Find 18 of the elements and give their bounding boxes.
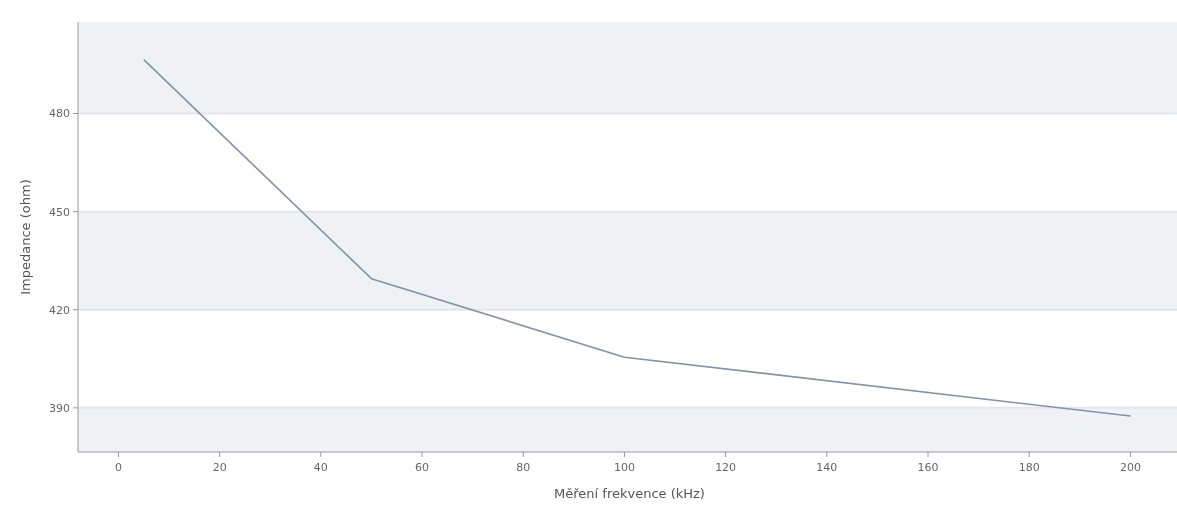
x-tick-label: 120 — [715, 461, 737, 474]
y-tick-label: 480 — [49, 107, 70, 121]
x-tick-label: 180 — [1018, 461, 1040, 474]
x-axis-title: Měření frekvence (kHz) — [554, 486, 705, 501]
x-tick-label: 200 — [1119, 461, 1141, 474]
x-tick-label: 40 — [313, 461, 328, 474]
y-tick-label: 450 — [49, 205, 70, 219]
x-tick-label: 140 — [816, 461, 838, 474]
y-tick-label: 390 — [49, 401, 70, 415]
x-tick-label: 160 — [917, 461, 939, 474]
y-axis-title: Impedance (ohm) — [18, 179, 33, 295]
x-tick-label: 100 — [613, 461, 635, 474]
x-tick-label: 0 — [114, 461, 122, 474]
line-series — [142, 58, 1132, 417]
x-tick-label: 80 — [516, 461, 531, 474]
x-tick-label: 20 — [212, 461, 227, 474]
y-tick-label: 420 — [49, 303, 70, 317]
x-tick-label: 60 — [415, 461, 430, 474]
